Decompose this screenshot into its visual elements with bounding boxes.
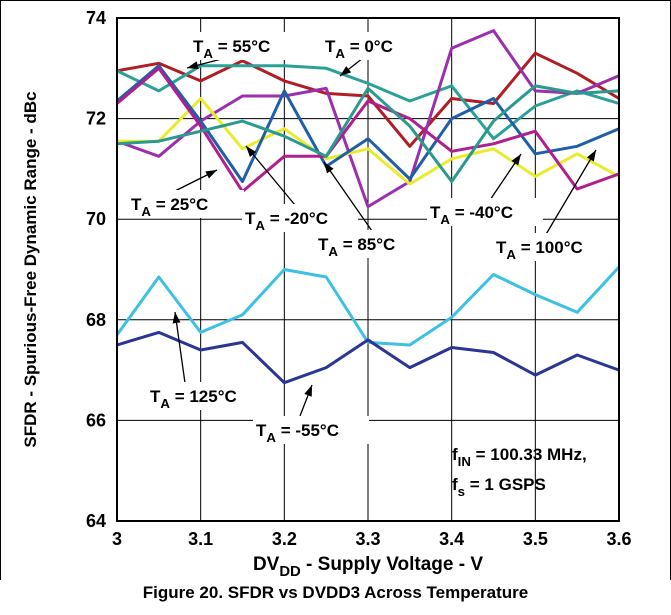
y-axis-label: SFDR - Spurious-Free Dynamic Range - dBc — [21, 91, 40, 447]
series-line-4 — [116, 64, 620, 183]
tick-labels: 3 3.1 3.2 3.3 3.4 3.5 3.6 64 66 68 70 72 74 — [86, 8, 632, 549]
annotation-label: TA = 125°C — [150, 387, 237, 411]
plot-area-frame — [116, 17, 620, 522]
annotation-backdrop — [253, 416, 369, 444]
annotation-label: TA = 85°C — [318, 235, 395, 259]
annotation-label: TA = 100°C — [496, 238, 583, 262]
annotation-label: TA = 25°C — [131, 195, 208, 219]
series-group — [115, 29, 621, 385]
annotation-backdrop — [427, 198, 543, 226]
annotation-label: TA = 55°C — [193, 37, 270, 61]
series-line-7 — [115, 265, 621, 347]
annotation-label: TA = -40°C — [430, 203, 513, 227]
series-line-0 — [116, 51, 620, 148]
x-tick-label: 3.3 — [355, 529, 380, 549]
annotation-arrowhead — [586, 150, 596, 162]
annotation-arrow — [544, 149, 597, 237]
axis-labels: DVDD - Supply Voltage - V SFDR - Spurious… — [21, 91, 483, 580]
series-line-1 — [116, 64, 620, 141]
x-tick-label: 3.1 — [188, 529, 213, 549]
annotation-backdrop — [493, 233, 609, 261]
annotations: TA = 55°C TA = 0°CTA = 25°CTA = -20°CTA =… — [128, 32, 609, 499]
y-tick-label: 74 — [86, 8, 106, 28]
annotation-arrowhead — [511, 154, 521, 166]
x-tick-label: 3.6 — [606, 529, 631, 549]
annotation-arrowhead — [187, 61, 199, 70]
annotation-label: TA = -20°C — [245, 209, 328, 233]
y-tick-label: 72 — [86, 109, 106, 129]
annotation-arrow — [174, 311, 186, 384]
x-tick-label: 3.2 — [272, 529, 297, 549]
sfdr-chart: 3 3.1 3.2 3.3 3.4 3.5 3.6 64 66 68 70 72 74 TA = 55°… — [0, 0, 671, 580]
series-line-3 — [117, 97, 620, 186]
y-tick-label: 64 — [86, 511, 106, 531]
x-tick-label: 3.4 — [439, 529, 464, 549]
annotation-arrow — [245, 145, 296, 206]
annotation-arrow — [323, 161, 373, 232]
annotation-arrowhead — [304, 385, 312, 397]
annotation-arrowhead — [246, 146, 257, 158]
figure-caption: Figure 20. SFDR vs DVDD3 Across Temperat… — [142, 583, 529, 602]
series-line-6 — [116, 84, 620, 183]
annotation-arrowhead — [340, 66, 352, 76]
annotation-arrowhead — [205, 170, 217, 179]
annotation-label: TA = 0°C — [325, 37, 393, 61]
y-tick-label: 66 — [86, 410, 106, 430]
series-line-8 — [116, 330, 620, 385]
condition-fs: fs = 1 GSPS — [452, 475, 546, 499]
annotation-backdrop — [322, 32, 438, 60]
annotation-backdrop — [128, 190, 244, 218]
annotation-backdrop — [190, 32, 306, 60]
condition-fin: fIN = 100.33 MHz, — [452, 445, 587, 469]
annotation-backdrop — [147, 382, 263, 410]
series-line-5 — [116, 66, 620, 193]
annotation-backdrop — [315, 230, 431, 258]
y-tick-label: 68 — [86, 310, 106, 330]
annotation-label: TA = -55°C — [256, 421, 339, 445]
x-axis-label: DVDD - Supply Voltage - V — [253, 554, 483, 580]
x-tick-label: 3.5 — [523, 529, 548, 549]
x-tick-label: 3 — [112, 529, 122, 549]
annotation-arrowhead — [172, 312, 181, 324]
annotation-arrowhead — [324, 162, 334, 174]
y-tick-label: 70 — [86, 209, 106, 229]
annotation-backdrop — [242, 204, 358, 232]
